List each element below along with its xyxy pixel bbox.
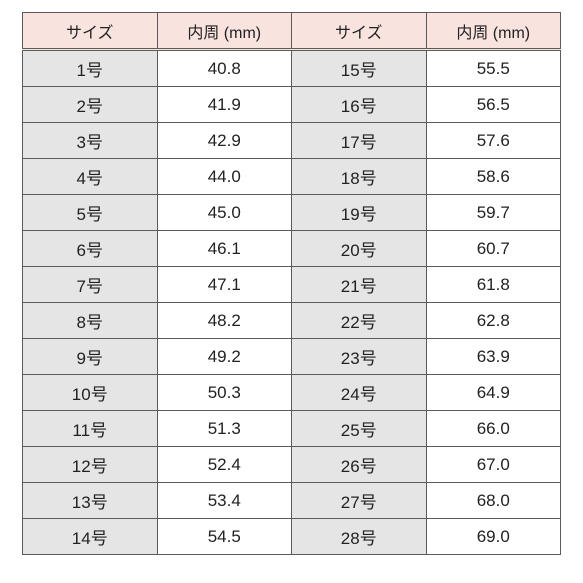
value-cell: 45.0: [157, 195, 292, 231]
table-row: 1号 40.8 15号 55.5: [23, 50, 561, 87]
value-cell: 55.5: [426, 50, 561, 87]
value-cell: 68.0: [426, 483, 561, 519]
size-cell: 20号: [292, 231, 427, 267]
value-cell: 50.3: [157, 375, 292, 411]
size-cell: 10号: [23, 375, 158, 411]
value-cell: 47.1: [157, 267, 292, 303]
value-cell: 59.7: [426, 195, 561, 231]
size-cell: 19号: [292, 195, 427, 231]
table-row: 4号 44.0 18号 58.6: [23, 159, 561, 195]
size-cell: 14号: [23, 519, 158, 555]
value-cell: 69.0: [426, 519, 561, 555]
table-row: 5号 45.0 19号 59.7: [23, 195, 561, 231]
value-cell: 41.9: [157, 87, 292, 123]
table-row: 8号 48.2 22号 62.8: [23, 303, 561, 339]
table-row: 6号 46.1 20号 60.7: [23, 231, 561, 267]
size-cell: 17号: [292, 123, 427, 159]
size-cell: 8号: [23, 303, 158, 339]
table-row: 3号 42.9 17号 57.6: [23, 123, 561, 159]
value-cell: 67.0: [426, 447, 561, 483]
value-cell: 48.2: [157, 303, 292, 339]
value-cell: 42.9: [157, 123, 292, 159]
size-cell: 15号: [292, 50, 427, 87]
size-cell: 25号: [292, 411, 427, 447]
value-cell: 49.2: [157, 339, 292, 375]
size-cell: 28号: [292, 519, 427, 555]
size-cell: 13号: [23, 483, 158, 519]
size-cell: 16号: [292, 87, 427, 123]
table-row: 2号 41.9 16号 56.5: [23, 87, 561, 123]
value-cell: 57.6: [426, 123, 561, 159]
size-cell: 7号: [23, 267, 158, 303]
size-cell: 2号: [23, 87, 158, 123]
value-cell: 46.1: [157, 231, 292, 267]
size-cell: 24号: [292, 375, 427, 411]
value-cell: 51.3: [157, 411, 292, 447]
header-circ-2: 内周 (mm): [426, 13, 561, 50]
header-row: サイズ 内周 (mm) サイズ 内周 (mm): [23, 13, 561, 50]
value-cell: 54.5: [157, 519, 292, 555]
table-row: 9号 49.2 23号 63.9: [23, 339, 561, 375]
size-cell: 23号: [292, 339, 427, 375]
size-cell: 5号: [23, 195, 158, 231]
value-cell: 63.9: [426, 339, 561, 375]
table-row: 7号 47.1 21号 61.8: [23, 267, 561, 303]
table-row: 14号 54.5 28号 69.0: [23, 519, 561, 555]
size-cell: 26号: [292, 447, 427, 483]
value-cell: 62.8: [426, 303, 561, 339]
value-cell: 61.8: [426, 267, 561, 303]
table-body: 1号 40.8 15号 55.5 2号 41.9 16号 56.5 3号 42.…: [23, 50, 561, 555]
size-cell: 12号: [23, 447, 158, 483]
header-size-1: サイズ: [23, 13, 158, 50]
value-cell: 56.5: [426, 87, 561, 123]
ring-size-table-container: サイズ 内周 (mm) サイズ 内周 (mm) 1号 40.8 15号 55.5…: [0, 0, 583, 567]
table-row: 10号 50.3 24号 64.9: [23, 375, 561, 411]
size-cell: 21号: [292, 267, 427, 303]
value-cell: 64.9: [426, 375, 561, 411]
size-cell: 6号: [23, 231, 158, 267]
table-row: 13号 53.4 27号 68.0: [23, 483, 561, 519]
size-cell: 11号: [23, 411, 158, 447]
header-size-2: サイズ: [292, 13, 427, 50]
size-cell: 9号: [23, 339, 158, 375]
value-cell: 58.6: [426, 159, 561, 195]
header-circ-1: 内周 (mm): [157, 13, 292, 50]
size-cell: 22号: [292, 303, 427, 339]
table-row: 11号 51.3 25号 66.0: [23, 411, 561, 447]
size-cell: 1号: [23, 50, 158, 87]
value-cell: 60.7: [426, 231, 561, 267]
size-cell: 3号: [23, 123, 158, 159]
value-cell: 44.0: [157, 159, 292, 195]
value-cell: 66.0: [426, 411, 561, 447]
size-cell: 18号: [292, 159, 427, 195]
size-cell: 4号: [23, 159, 158, 195]
table-row: 12号 52.4 26号 67.0: [23, 447, 561, 483]
ring-size-table: サイズ 内周 (mm) サイズ 内周 (mm) 1号 40.8 15号 55.5…: [22, 12, 561, 555]
size-cell: 27号: [292, 483, 427, 519]
value-cell: 52.4: [157, 447, 292, 483]
value-cell: 40.8: [157, 50, 292, 87]
value-cell: 53.4: [157, 483, 292, 519]
